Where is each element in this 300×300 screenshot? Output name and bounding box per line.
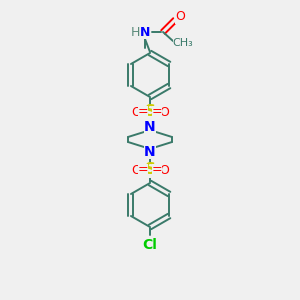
Text: O: O — [159, 106, 169, 118]
Text: O: O — [159, 164, 169, 176]
Text: =: = — [138, 164, 148, 176]
Text: O: O — [131, 106, 141, 118]
Text: N: N — [144, 120, 156, 134]
Text: H: H — [130, 26, 140, 38]
Text: N: N — [144, 145, 156, 159]
Text: =: = — [152, 164, 162, 176]
Text: CH₃: CH₃ — [172, 38, 194, 48]
Text: =: = — [152, 106, 162, 118]
Text: N: N — [140, 26, 150, 38]
Text: S: S — [145, 163, 155, 178]
Text: O: O — [175, 11, 185, 23]
Text: O: O — [131, 164, 141, 176]
Text: S: S — [145, 104, 155, 119]
Text: =: = — [138, 106, 148, 118]
Text: Cl: Cl — [142, 238, 158, 252]
